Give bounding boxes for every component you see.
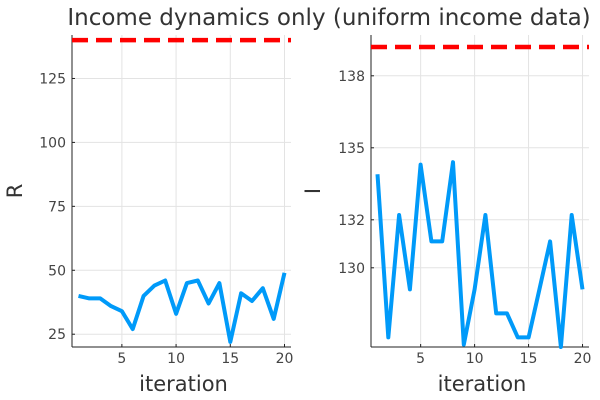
- x-tick-label: 20: [574, 351, 592, 367]
- y-tick-label: 138: [338, 69, 365, 85]
- y-axis-label: R: [3, 184, 27, 199]
- y-tick-label: 135: [338, 141, 365, 157]
- y-axis-label: I: [301, 188, 325, 194]
- y-tick-label: 125: [39, 71, 66, 87]
- y-tick-label: 132: [338, 213, 365, 229]
- y-tick-label: 130: [338, 261, 365, 277]
- series-line: [375, 160, 585, 349]
- y-tick-label: 75: [48, 199, 66, 215]
- x-tick-label: 15: [221, 351, 239, 367]
- x-axis-label: iteration: [438, 372, 527, 396]
- x-tick-label: 5: [117, 351, 126, 367]
- plot-panel-i: 5 10 15 20 130 132 135 138 iteration I: [301, 35, 591, 396]
- y-tick-label: 25: [48, 327, 66, 343]
- plot-panel-r: 5 10 15 20 25 50 75 100 125 iteration R: [3, 35, 293, 396]
- x-tick-label: 5: [416, 351, 425, 367]
- x-axis-label: iteration: [139, 372, 228, 396]
- chart-title: Income dynamics only (uniform income dat…: [67, 5, 590, 31]
- x-tick-label: 10: [167, 351, 185, 367]
- x-tick-label: 10: [466, 351, 484, 367]
- series-line: [78, 272, 287, 344]
- y-tick-label: 100: [39, 135, 66, 151]
- y-tick-label: 50: [48, 263, 66, 279]
- x-tick-label: 20: [276, 351, 294, 367]
- x-tick-label: 15: [520, 351, 538, 367]
